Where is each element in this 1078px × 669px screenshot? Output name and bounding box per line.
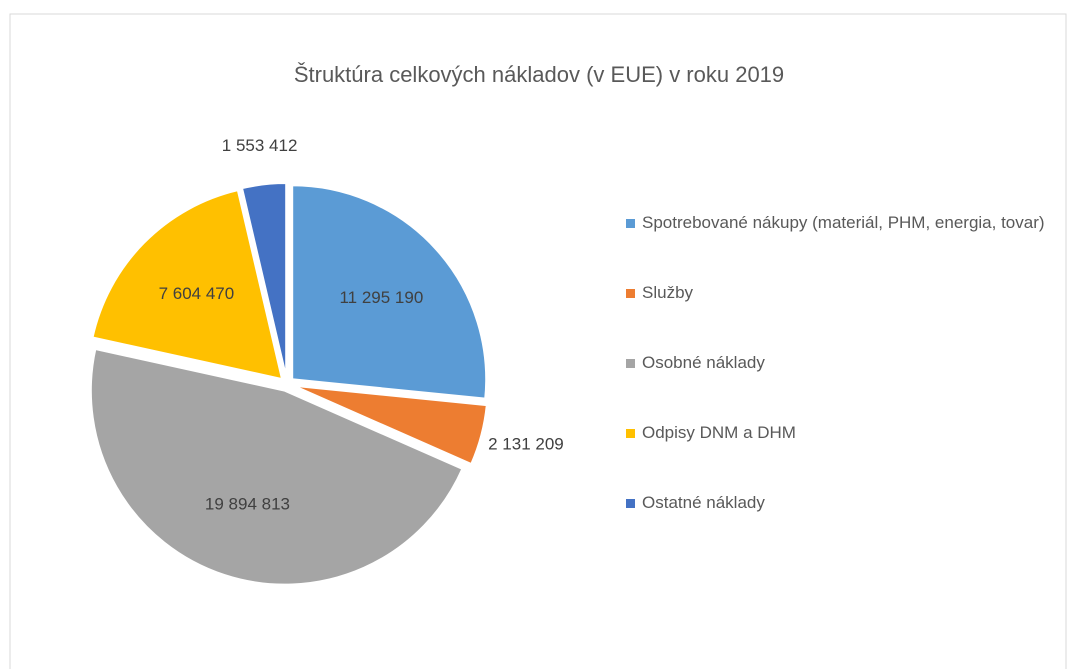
- legend-label: Spotrebované nákupy (materiál, PHM, ener…: [642, 213, 1045, 232]
- legend: Spotrebované nákupy (materiál, PHM, ener…: [626, 210, 1066, 560]
- legend-swatch: [626, 219, 635, 228]
- data-label: 1 553 412: [222, 136, 298, 155]
- legend-label: Odpisy DNM a DHM: [642, 423, 796, 442]
- legend-swatch: [626, 499, 635, 508]
- data-label: 19 894 813: [205, 494, 290, 513]
- pie-slice: [91, 188, 284, 381]
- legend-label: Služby: [642, 283, 694, 302]
- data-label: 11 295 190: [339, 288, 423, 307]
- legend-label: Osobné náklady: [642, 353, 765, 372]
- legend-swatch: [626, 429, 635, 438]
- legend-item: Odpisy DNM a DHM: [626, 420, 1062, 446]
- chart-border: [9, 13, 1067, 669]
- legend-item: Osobné náklady: [626, 350, 1062, 376]
- pie-slice: [240, 182, 288, 378]
- data-label: 2 131 209: [488, 434, 564, 453]
- legend-item: Spotrebované nákupy (materiál, PHM, ener…: [626, 210, 1062, 236]
- chart-title: Štruktúra celkových nákladov (v EUE) v r…: [294, 62, 784, 87]
- legend-swatch: [626, 289, 635, 298]
- pie-slice: [293, 384, 488, 466]
- pie-slice: [291, 184, 488, 400]
- data-label: 7 604 470: [159, 284, 235, 303]
- pie-slice: [89, 347, 464, 586]
- legend-label: Ostatné náklady: [642, 493, 765, 512]
- legend-item: Ostatné náklady: [626, 490, 1062, 516]
- legend-item: Služby: [626, 280, 1062, 306]
- legend-swatch: [626, 359, 635, 368]
